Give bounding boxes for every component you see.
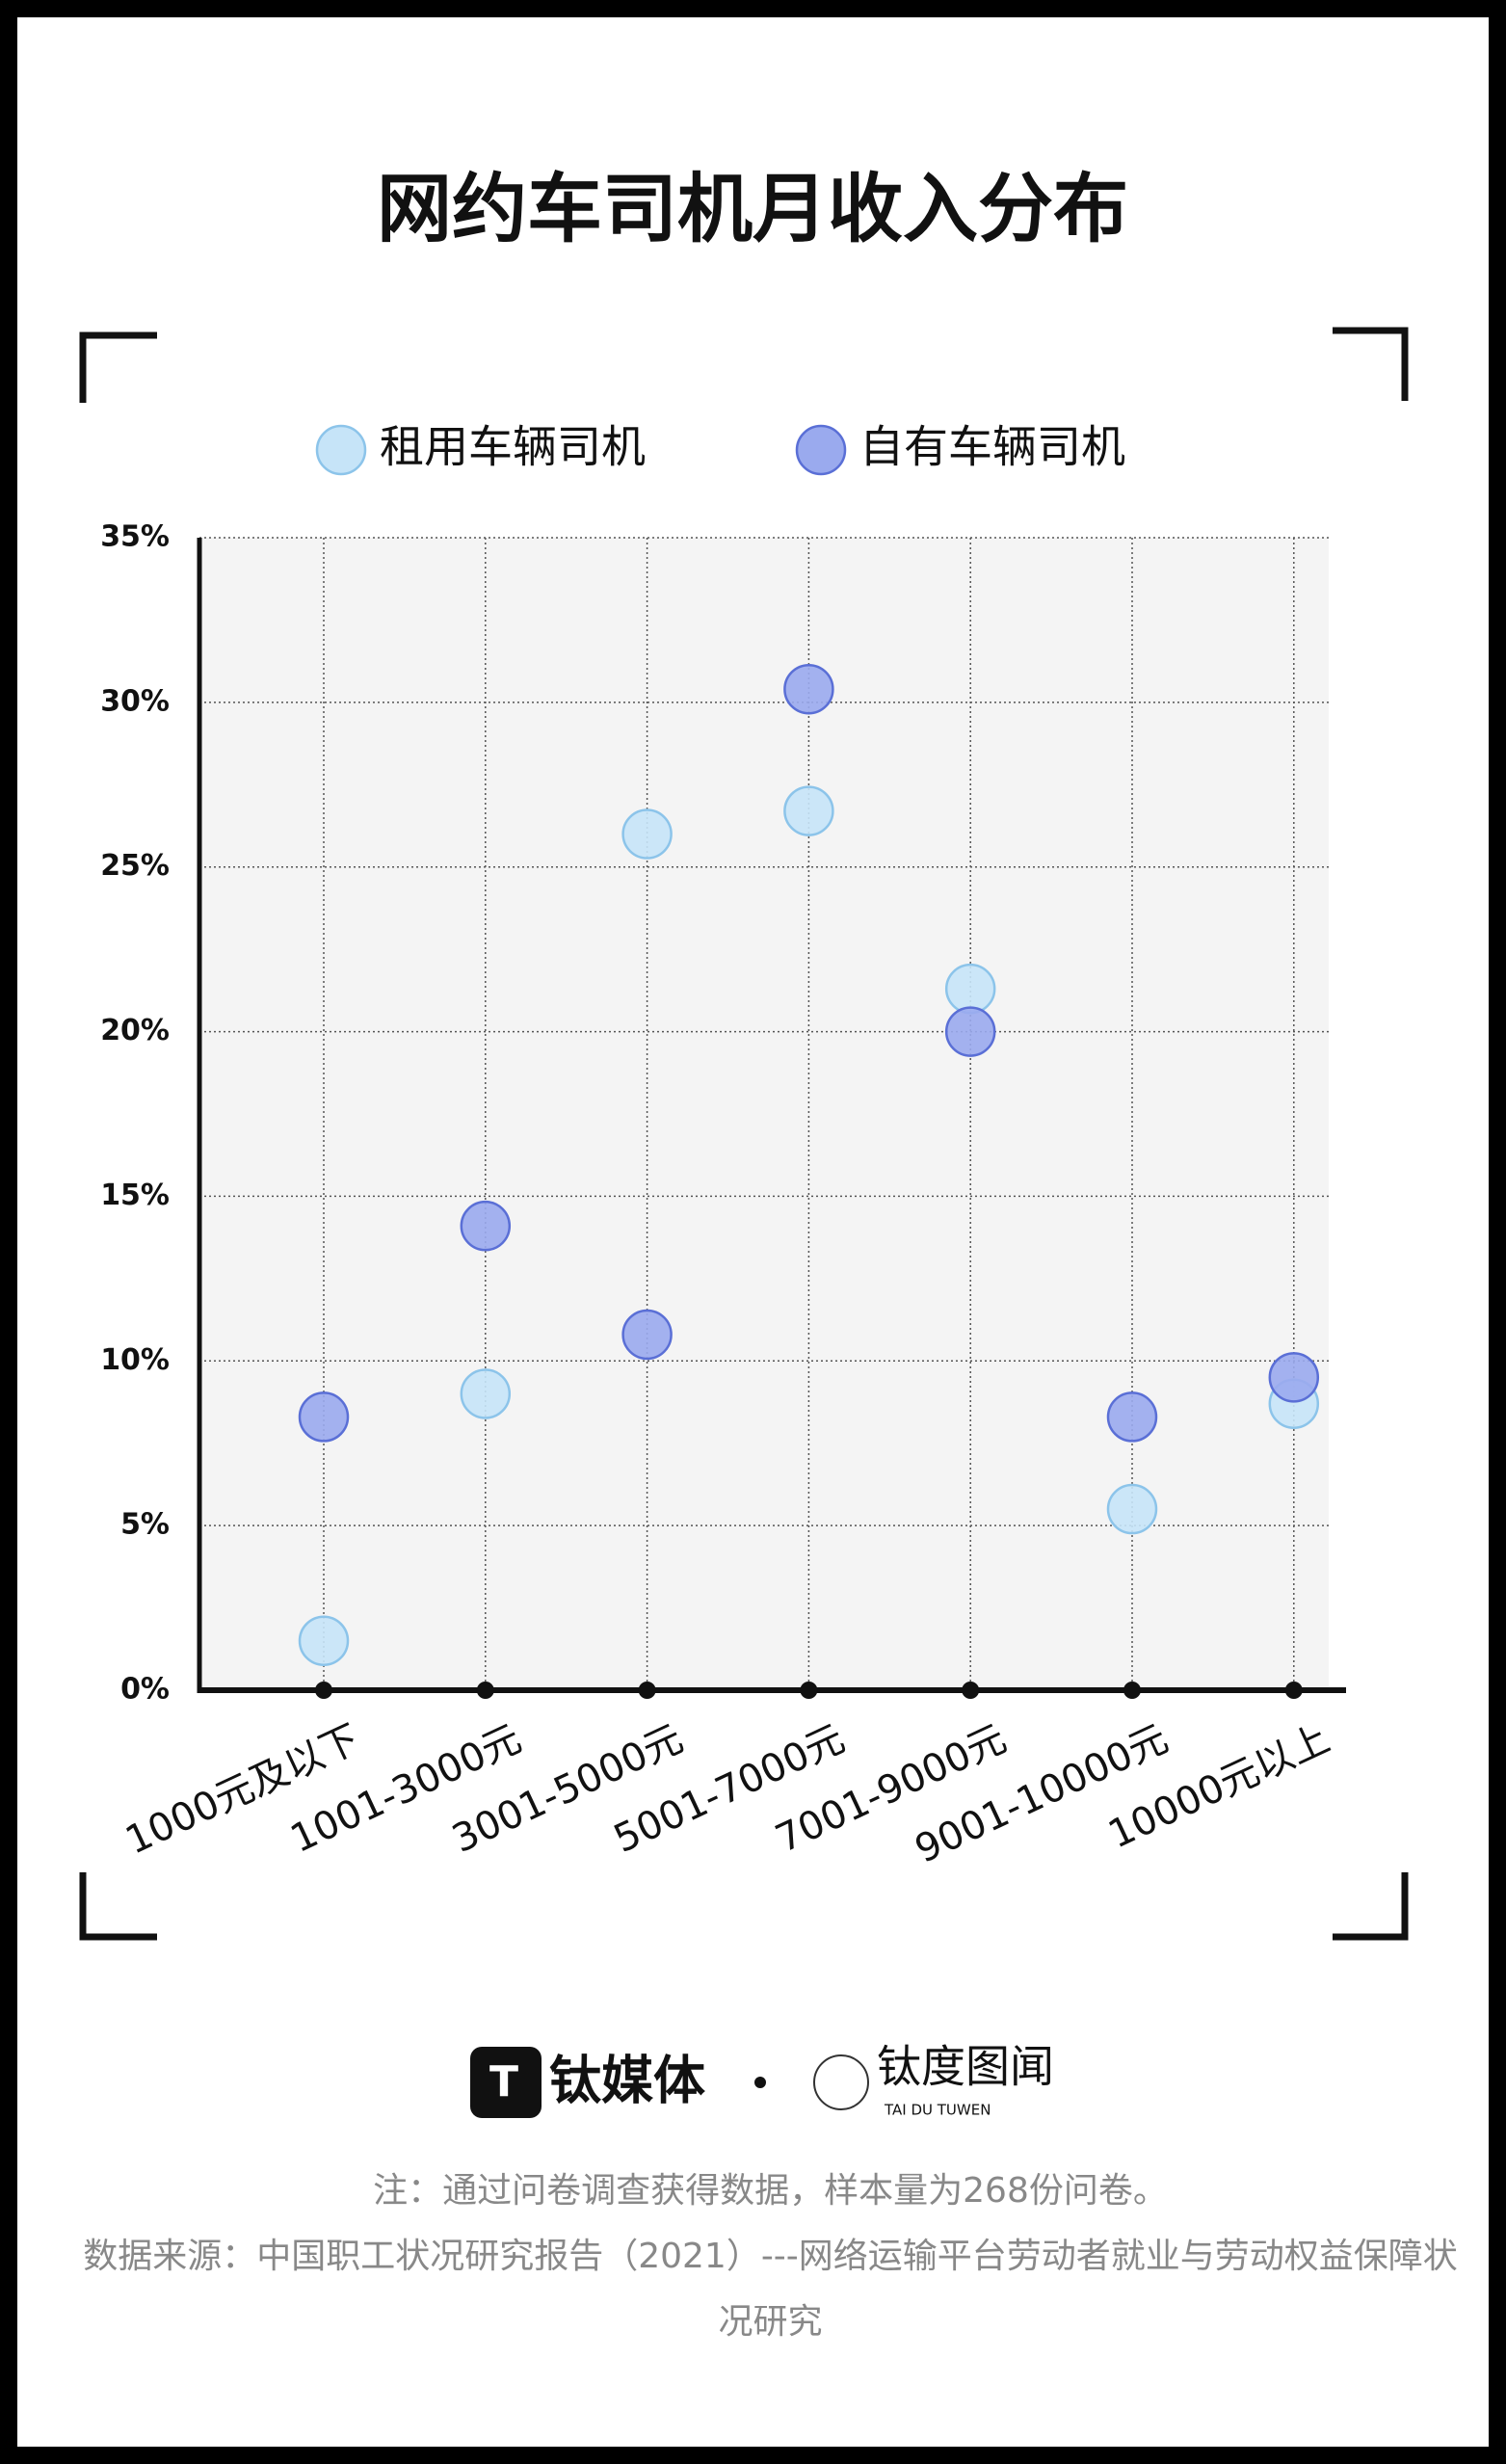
data-point [783,785,834,836]
note: 注：通过问卷调查获得数据，样本量为268份问卷。 [373,2171,1168,2211]
data-point [460,1200,512,1252]
data-point [1106,1391,1158,1443]
footer-logo: T 钛媒体 钛度图闻 TAI DU TUWEN [470,2041,1054,2119]
y-tick-label: 10% [100,1343,170,1377]
data-point [783,663,834,715]
card: 网约车司机月收入分布 T 钛媒体 钛度图闻 TAI DU TUWEN 0% 5% 1… [17,17,1489,2447]
x-tick-dot [1123,1682,1141,1699]
y-tick-label: 25% [100,849,170,883]
chart: 网约车司机月收入分布 T 钛媒体 钛度图闻 TAI DU TUWEN 0% 5% 1… [79,166,1409,2119]
data-point [298,1391,350,1443]
logo-glyph: T [489,2057,518,2106]
data-point [621,808,673,860]
data-point [1106,1483,1158,1535]
data-point [944,963,996,1015]
x-tick-dot [476,1682,494,1699]
y-tick-label: 5% [120,1508,170,1542]
x-tick-dot [638,1682,656,1699]
legend-marker [315,424,367,476]
source: 数据来源：中国职工状况研究报告（2021）---网络运输平台劳动者就业与劳动权益… [83,2237,1458,2342]
data-point [621,1309,673,1361]
y-tick-label: 20% [100,1014,170,1047]
x-tick-dot [800,1682,818,1699]
y-tick-label: 15% [100,1179,170,1212]
y-tick-label: 0% [120,1673,170,1707]
x-tick-dot [1284,1682,1303,1699]
logo-icon [470,2047,542,2118]
x-tick-dot [315,1682,332,1699]
separator-dot [754,2077,766,2088]
x-tick-dot [962,1682,980,1699]
data-point [298,1615,350,1666]
logo-circle [813,2054,869,2110]
legend-marker [795,424,847,476]
brand-name: 钛媒体 [549,2051,705,2111]
data-point [460,1368,512,1419]
corner-brackets [79,327,1409,1941]
legend-label: 自有车辆司机 [859,421,1125,473]
data-point [1268,1352,1320,1403]
y-tick-label: 30% [100,684,170,718]
y-tick-label: 35% [100,520,170,554]
plot-background [199,538,1329,1690]
brand-name: 钛度图闻 [877,2041,1054,2093]
data-point [944,1006,996,1057]
brand-subtitle: TAI DU TUWEN [884,2102,991,2119]
legend-label: 租用车辆司机 [380,421,646,473]
chart-title: 网约车司机月收入分布 [377,166,1128,252]
